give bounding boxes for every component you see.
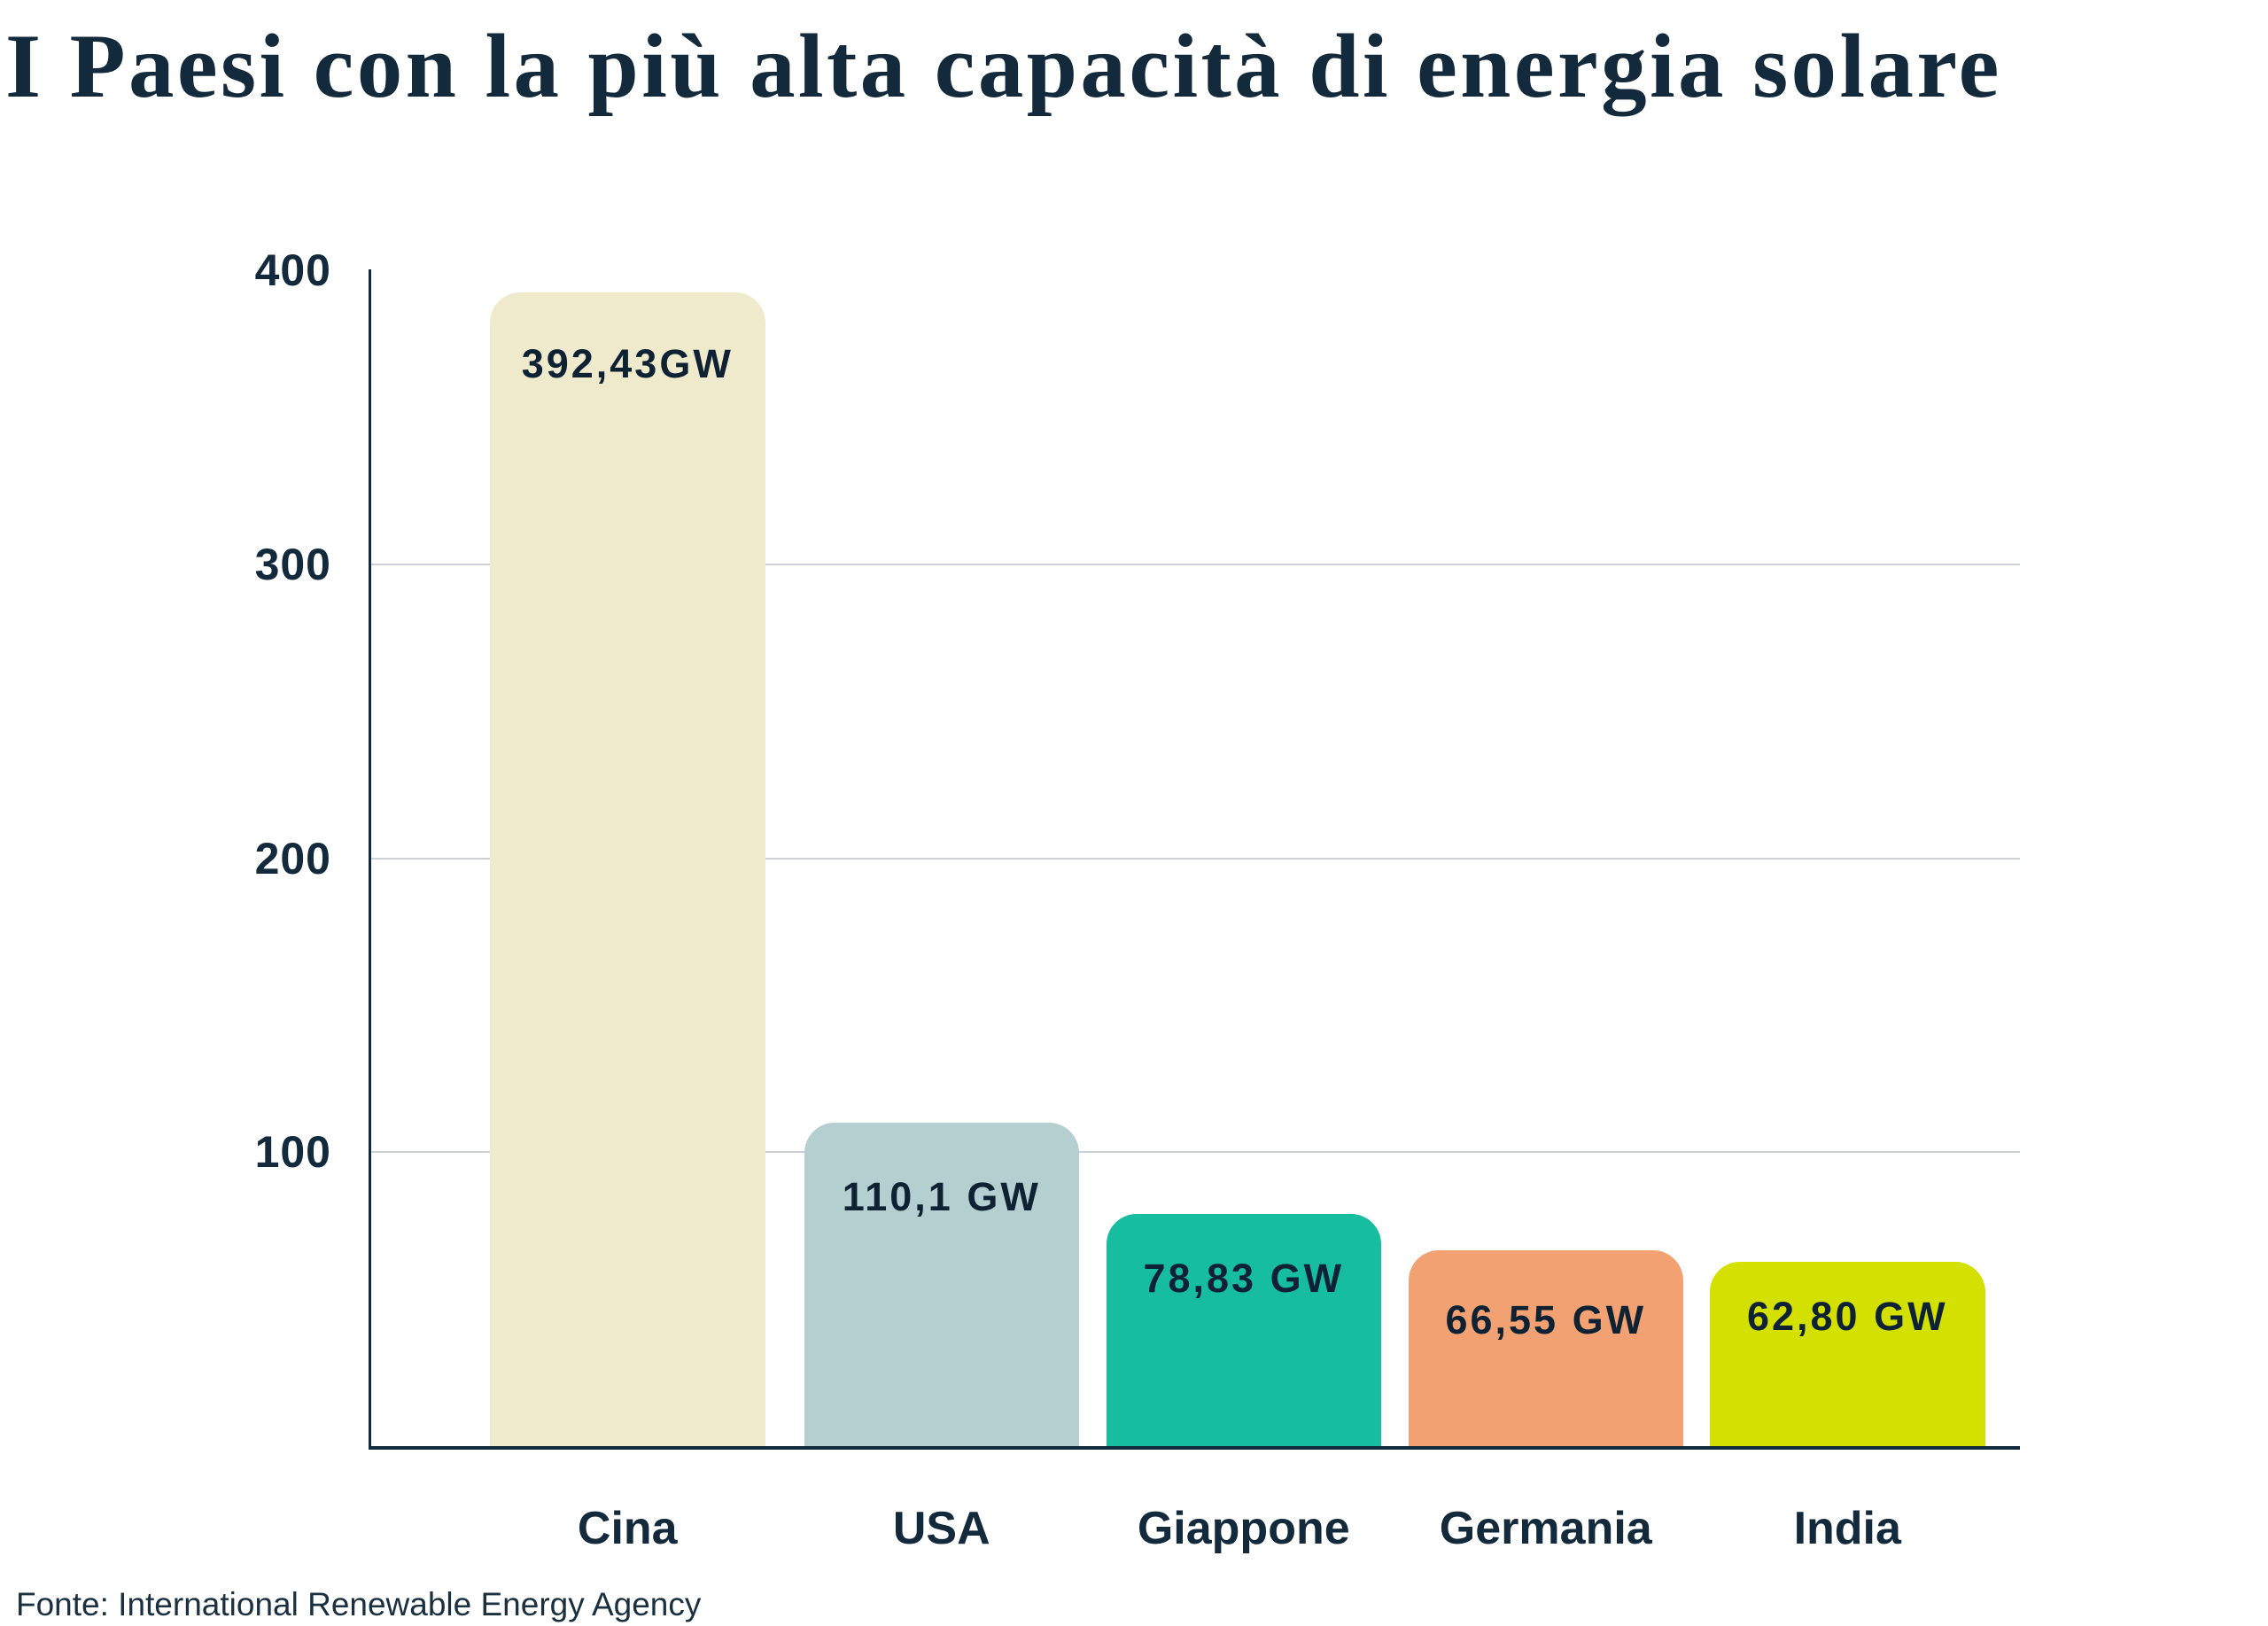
gridline-100 <box>371 1151 2020 1154</box>
bar-giappone: 78,83 GW <box>1106 1214 1381 1446</box>
y-tick-label-400: 400 <box>254 245 331 295</box>
y-tick-label-200: 200 <box>254 833 331 883</box>
x-category-label-giappone: Giappone <box>1137 1503 1350 1554</box>
bar-cina: 392,43GW <box>490 292 765 1446</box>
bar-value-label-india: 62,80 GW <box>1746 1293 1948 1339</box>
bar-india: 62,80 GW <box>1710 1261 1985 1446</box>
gridline-300 <box>371 563 2020 565</box>
bar-usa: 110,1 GW <box>804 1122 1079 1446</box>
y-tick-label-100: 100 <box>254 1127 331 1178</box>
x-category-label-india: India <box>1793 1503 1901 1554</box>
x-axis-line <box>368 1446 2020 1450</box>
bar-value-label-usa: 110,1 GW <box>842 1173 1041 1219</box>
bar-value-label-cina: 392,43GW <box>521 340 734 386</box>
y-tick-label-300: 300 <box>254 539 331 589</box>
x-category-label-cina: Cina <box>577 1503 678 1554</box>
bar-value-label-germania: 66,55 GW <box>1445 1297 1647 1343</box>
chart-title: I Paesi con la più alta capacità di ener… <box>5 16 2002 117</box>
x-category-label-usa: USA <box>892 1503 990 1554</box>
x-category-label-germania: Germania <box>1439 1503 1652 1554</box>
source-note: Fonte: International Renewable Energy Ag… <box>16 1586 702 1622</box>
gridline-200 <box>371 857 2020 860</box>
bar-germania: 66,55 GW <box>1408 1250 1683 1446</box>
bar-value-label-giappone: 78,83 GW <box>1143 1255 1345 1301</box>
y-axis-line <box>368 269 371 1450</box>
